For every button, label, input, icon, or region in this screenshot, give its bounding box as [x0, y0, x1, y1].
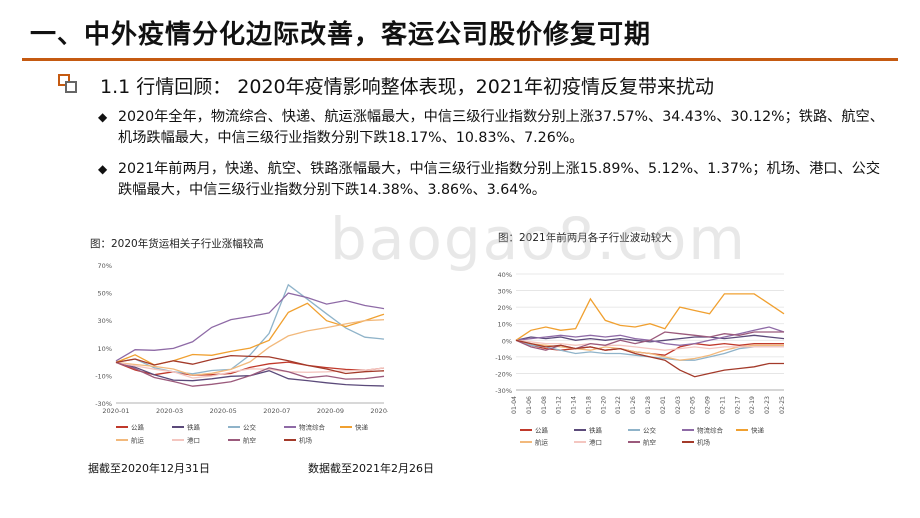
x-tick-label: 2020-01 [102, 407, 129, 415]
y-tick-label: 70% [98, 262, 112, 270]
legend-label: 铁路 [187, 423, 201, 432]
y-tick-label: 30% [498, 288, 512, 296]
series-line-机场 [515, 339, 784, 378]
y-tick-label: -10% [95, 372, 112, 380]
legend-label: 公路 [535, 426, 549, 435]
bullet-item: 2020年全年，物流综合、快递、航运涨幅最大，中信三级行业指数分别上涨37.57… [98, 107, 888, 149]
series-line-铁路 [515, 334, 785, 343]
chart-2020: 70% 50% 30% 10% -10% -30%2020-01 2020-03 2020-0… [95, 262, 388, 445]
series-line-快递 [515, 293, 785, 341]
legend-label: 机场 [697, 438, 711, 447]
y-tick-label: 40% [498, 271, 512, 279]
x-tick-label: 01-08 [541, 396, 548, 414]
series-line-物流综合 [115, 292, 385, 362]
x-tick-label: 01-22 [615, 396, 622, 414]
legend-label: 快递 [751, 426, 765, 435]
x-tick-label: 02-01 [660, 396, 667, 414]
series-line-机场 [115, 354, 385, 375]
series-line-公路 [115, 361, 385, 376]
x-tick-label: 01-18 [585, 396, 592, 414]
legend-label: 铁路 [589, 426, 603, 435]
section-bullet-icon [58, 74, 80, 94]
x-tick-label: 02-25 [779, 396, 786, 414]
x-tick-label: 02-03 [675, 396, 682, 414]
y-tick-label: 10% [98, 345, 112, 353]
y-tick-label: -30% [95, 400, 112, 408]
x-tick-label: 01-20 [600, 396, 607, 414]
chart-2021: 40% 30% 20% 10% 0% -10% -20% -30%01-04 01-06 01-0… [495, 271, 786, 447]
x-tick-label: 01-04 [511, 396, 518, 414]
series-line-航空 [115, 361, 385, 387]
x-tick-label: 2020-07 [263, 407, 290, 415]
legend-label: 机场 [299, 436, 313, 445]
chart-2-note: 数据截至2021年2月26日 [308, 462, 434, 475]
x-tick-label: 2020-03 [156, 407, 183, 415]
legend-label: 港口 [187, 436, 200, 445]
bullet-list: 2020年全年，物流综合、快递、航运涨幅最大，中信三级行业指数分别上涨37.57… [98, 107, 888, 211]
y-tick-label: 10% [498, 321, 512, 329]
legend-label: 航运 [131, 436, 145, 445]
x-tick-label: 2020-05 [210, 407, 237, 415]
x-tick-label: 02-09 [705, 396, 712, 414]
chart-1-note: 据截至2020年12月31日 [88, 462, 210, 475]
x-tick-label: 02-23 [764, 396, 771, 414]
x-tick-label: 01-14 [571, 396, 578, 414]
x-tick-label: 2020-09 [317, 407, 344, 415]
x-tick-label: 01-26 [630, 396, 637, 414]
x-tick-label: 01-12 [556, 396, 563, 414]
x-tick-label: 2020-11 [370, 407, 388, 415]
x-tick-label: 02-11 [719, 396, 726, 414]
x-tick-label: 02-05 [690, 396, 697, 414]
chart-1-title: 图：2020年货运相关子行业涨幅较高 [90, 238, 264, 250]
x-tick-label: 01-06 [526, 396, 533, 414]
x-tick-label: 02-19 [749, 396, 756, 414]
legend-label: 公交 [643, 426, 657, 435]
legend-label: 物流综合 [299, 423, 326, 432]
legend-label: 快递 [355, 423, 369, 432]
y-tick-label: 20% [498, 304, 512, 312]
section-subtitle: 1.1 行情回顾： 2020年疫情影响整体表现，2021年初疫情反复带来扰动 [100, 76, 715, 98]
title-divider [22, 58, 898, 61]
y-tick-label: -30% [495, 387, 512, 395]
y-tick-label: 50% [98, 290, 112, 298]
x-tick-label: 01-28 [645, 396, 652, 414]
bullet-item: 2021年前两月，快递、航空、铁路涨幅最大，中信三级行业指数分别上涨15.89%… [98, 159, 888, 201]
y-tick-label: 30% [98, 317, 112, 325]
legend-label: 公路 [131, 423, 145, 432]
legend-label: 航运 [535, 438, 549, 447]
chart-2-title: 图：2021年前两月各子行业波动较大 [498, 232, 672, 244]
series-line-港口 [115, 361, 385, 379]
series-line-公交 [115, 283, 385, 375]
y-tick-label: -20% [495, 370, 512, 378]
legend-label: 航空 [643, 438, 657, 447]
watermark: baogao8.com [330, 205, 747, 273]
page-title: 一、中外疫情分化边际改善，客运公司股价修复可期 [30, 20, 652, 50]
legend-label: 港口 [589, 438, 602, 447]
y-tick-label: 0% [502, 337, 512, 345]
series-line-航运 [115, 319, 385, 376]
legend-label: 航空 [243, 436, 257, 445]
series-line-港口 [515, 339, 784, 351]
legend-label: 物流综合 [697, 426, 724, 435]
legend-label: 公交 [243, 423, 257, 432]
x-tick-label: 02-17 [734, 396, 741, 414]
y-tick-label: -10% [495, 354, 512, 362]
